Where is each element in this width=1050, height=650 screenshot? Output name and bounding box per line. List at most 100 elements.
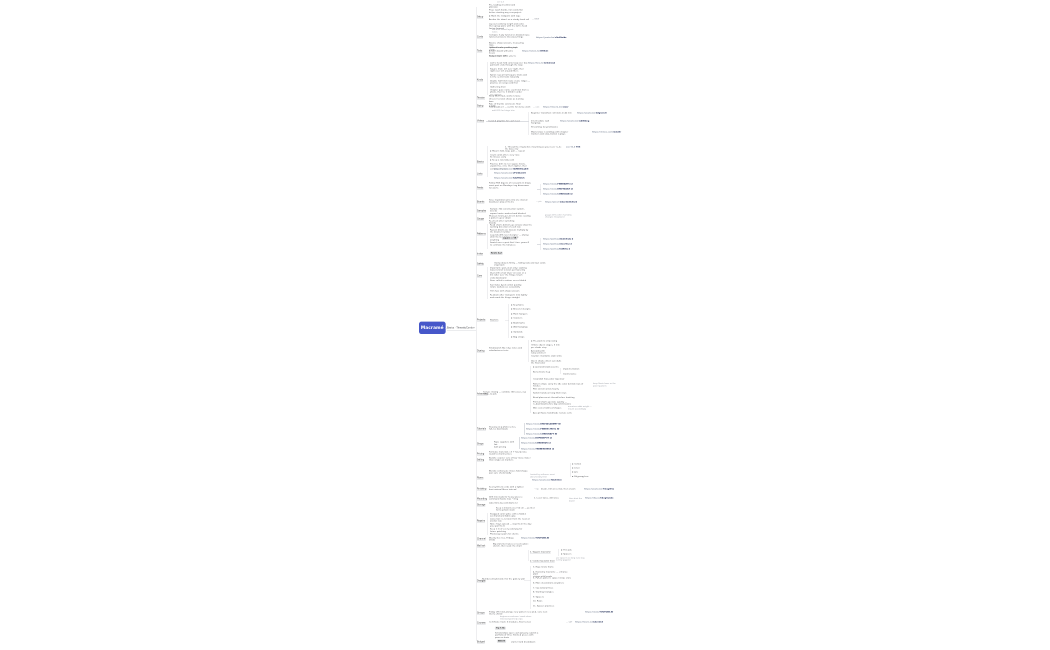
branch-label[interactable]: Fibers [476,476,484,481]
text-node: Rope suppliers with fair bulk pricing [493,440,515,449]
branch-label[interactable]: Dyeing [476,349,485,354]
text-node: Label bins by cord diameter [488,501,518,505]
link-node[interactable]: https://pin.it/m4cr4m3b0ard [544,200,578,203]
branch-label[interactable]: Samples [476,209,487,214]
link-node[interactable]: https://macra.me/sizer [542,105,569,109]
text-node: Uneven tension shows as leaning bars [488,97,524,103]
link-node[interactable]: https://amzn.to/t00lk1t [521,49,549,53]
note-text: — NEW [531,18,540,21]
branch-label[interactable]: Basics [476,160,484,164]
text-node: Certificate track: 6 modules, final revi… [488,620,531,624]
branch-label[interactable]: Finishing [476,487,487,492]
text-node: Budget kit ≈ $25 [488,54,507,58]
link-node[interactable]: https://diy.co/h4ngGu1de [584,496,614,499]
branch-label[interactable]: Sizing [476,104,484,109]
branch-label[interactable]: Knots [476,78,483,82]
text-node: Important: spot-clean only; soaking loos… [489,266,527,272]
text-node: ► 4-strand braid accents [532,365,559,368]
link-node[interactable]: https://www.KNOTACADEMY ID [525,422,561,425]
text-node: Follow RSS digests of new pattern drops;… [488,181,532,190]
link-node[interactable]: https://patt.ly/chevr0nz d [542,242,572,246]
branch-label[interactable]: Storage [476,503,486,507]
link-node[interactable]: https://www.ROPEDEPOT id [520,436,552,439]
text-node: Basics: sharp scissors, measuring tape, … [488,41,524,49]
link-node[interactable]: https://www.KNOTDAILY id [542,187,573,191]
branch-label[interactable]: Selling [476,458,485,462]
text-node: Keep remnants over 50 cm — perfect for k… [495,506,535,512]
branch-label[interactable]: Index [476,252,483,256]
connector-line [504,320,509,321]
link-node[interactable]: https://www.CORDSRUS id [520,441,551,445]
branch-label[interactable]: Videos [476,119,485,123]
link-node[interactable]: https://www.TWINEWORKS id [520,447,555,450]
link-node[interactable]: https://learn.io/m4cr4m3 [574,620,604,624]
text-node: Accept flaws; handmade texture sells [532,411,572,414]
branch-label[interactable]: Gauge [476,217,484,222]
text-node: Intermediate wall hangings [530,119,550,125]
text-node: 8. Starting triangles [532,590,554,594]
text-node: Ombré: dip in stages, 5 min per shade st… [530,343,560,349]
text-node: 7. Operational fixes [532,586,554,589]
branch-label[interactable]: Care [476,274,482,279]
link-node[interactable]: https://youtu.be/w4llh4ng [559,119,590,122]
branch-label[interactable]: Groups [476,611,485,616]
branch-label[interactable]: Pricing [476,452,485,456]
link-node[interactable]: https://youtu.be/fr1ng3f1x [583,487,615,490]
connector-line [487,145,488,177]
connector-line [540,237,541,250]
text-node: Dry in shade; direct sun dulls the final… [530,359,562,365]
root-node[interactable]: Macramé [418,321,446,334]
branch-label[interactable]: Channel [476,537,486,542]
branch-label[interactable]: Cords [476,35,484,40]
text-node: Pre-reading checklist and glossary [488,3,516,9]
branch-label[interactable]: Safety [476,262,484,266]
connector-line [444,328,447,329]
branch-label[interactable]: Boards [476,200,485,204]
link-node[interactable]: https://kno.ts/larkshead [527,61,556,64]
link-node[interactable]: https://patt.ly/d14m0ndz d [542,237,574,241]
link-node[interactable]: https://patt.ly/l34fl3ts d [542,247,571,251]
link-node[interactable]: see §2.4 TOS [565,145,581,148]
link-node[interactable]: https://www.CORDCLUB id [542,192,573,196]
subnode-label[interactable]: 1. Square macramé [529,550,551,554]
branch-label[interactable]: Links [476,172,483,176]
link-node[interactable]: https://www.FIBERARTS id [542,182,573,186]
branch-label[interactable]: Tutorials [476,427,486,432]
secondary-node[interactable]: Basics · Threads/Cords ▾ [446,326,476,331]
branch-label[interactable]: Advanced [476,392,488,396]
text-node: Beginner marathon: 12 knots in 40 min [530,111,572,114]
link-node[interactable]: https://vimeo.com/m4st3r [591,130,622,134]
link-node[interactable]: https://youtu.be/c0rdGuide [535,36,567,39]
branch-label[interactable]: Mounting [476,497,487,501]
branch-label[interactable]: Patterns [476,232,486,236]
connector-line [570,462,571,477]
link-node[interactable]: https://youtu.be/sP1r4Lkn0t [493,171,526,175]
link-node[interactable]: https://youtu.be/f1b3rt3st [531,478,562,481]
link-node[interactable]: https://www.CORDCRAFT ID [525,432,558,435]
text-node: ► Wall hangings [510,325,528,329]
branch-label[interactable]: Setup [476,15,484,20]
subnode-label[interactable]: 2. Cords macramé knot [529,559,555,563]
branch-label[interactable]: Budget [476,640,485,644]
link-node[interactable]: https://www.YOUTUBE.ID [520,536,550,540]
link-node[interactable]: https://youtu.be/h4LfH1tch [493,176,525,179]
text-node: ► Garlands [510,330,523,333]
branch-label[interactable]: Tools [476,49,483,53]
branch-label[interactable]: Courses [476,621,486,625]
branch-label[interactable]: Designs [476,579,486,583]
link-node[interactable]: https://youtu.be/QkN0t5QuArE [493,167,529,170]
text-node: Texture mixing — combine 3D leaves, rya … [482,390,526,396]
text-node: ► Bookmarks [510,321,525,324]
branch-label[interactable]: Repairs [476,519,485,523]
branch-label[interactable]: Projects [476,318,486,322]
branch-label[interactable]: Wall art [476,544,486,548]
link-node[interactable]: https://www.YOUTUBE.ID [584,610,614,614]
branch-label[interactable]: Feeds [476,186,484,190]
link-node[interactable]: https://youtu.be/b3g1nn3r [576,111,607,114]
subnode-label[interactable]: Starters [489,318,499,322]
branch-label[interactable]: Shops [476,442,484,447]
text-node: Measure knots-per-10 cm before scaling a… [488,214,531,220]
link-node[interactable]: https://www.FIBERSCHOOL ID [525,427,560,430]
branch-label[interactable]: Tension [476,96,485,100]
